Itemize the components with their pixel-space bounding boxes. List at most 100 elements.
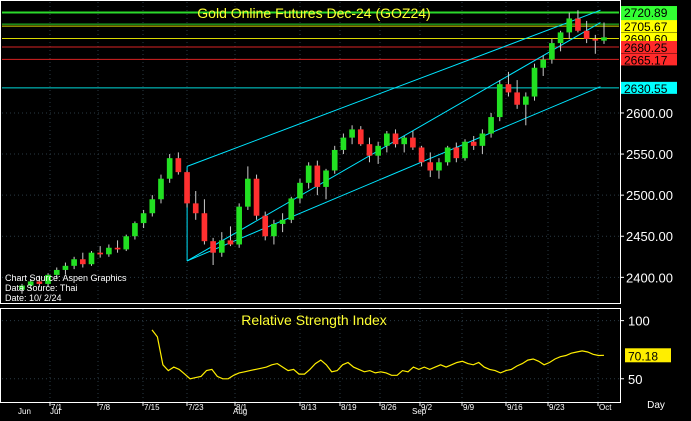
- rsi-line: [151, 329, 605, 380]
- candle-body: [245, 178, 251, 207]
- rsi-chart-title: Relative Strength Index: [241, 312, 387, 328]
- candle-body: [158, 178, 164, 200]
- candle-body: [601, 37, 607, 41]
- x-tick-label: 7/1: [51, 403, 63, 412]
- price-chart-title: Gold Online Futures Dec-24 (GOZ24): [197, 5, 430, 21]
- candle-body: [279, 219, 286, 224]
- candle-body: [106, 247, 112, 255]
- x-tick-label: 9/23: [549, 403, 565, 412]
- candle-body: [331, 149, 338, 171]
- channel-line: [186, 9, 601, 167]
- price-level-badge: [621, 53, 677, 66]
- candle-body: [375, 145, 381, 156]
- x-tick-label: 9/9: [463, 403, 475, 412]
- x-tick-label: 8/13: [301, 403, 317, 412]
- candle-body: [45, 274, 51, 284]
- candle-body: [71, 259, 77, 266]
- x-month-label: Sep: [412, 407, 427, 416]
- candle-body: [227, 240, 234, 245]
- price-grid: [2, 2, 619, 302]
- x-tick-label: 8/19: [341, 403, 357, 412]
- candle-body: [114, 247, 121, 250]
- candle-body: [540, 59, 547, 68]
- x-tick-label: 7/8: [99, 403, 111, 412]
- price-y-tick-label: 2500.00: [626, 188, 673, 203]
- price-y-ticks: 2400.00 2450.00 2500.00 2550.00 2600.00: [620, 106, 673, 285]
- x-tick-label: Oct: [599, 403, 612, 412]
- candle-body: [262, 215, 269, 237]
- source-note: Chart Source: Aspen Graphics Data Source…: [5, 273, 127, 303]
- candle-body: [53, 269, 60, 275]
- candle-body: [384, 133, 390, 146]
- candle-body: [201, 213, 208, 242]
- candle-body: [531, 67, 538, 97]
- candle-body: [566, 18, 573, 33]
- rsi-y-tick-label: 50: [628, 372, 642, 387]
- x-tick-label: 9/2: [421, 403, 433, 412]
- x-tick-label: 8/26: [381, 403, 397, 412]
- candle-body: [288, 198, 295, 220]
- price-levels: [2, 11, 619, 89]
- candle-body: [140, 213, 147, 224]
- candle-body: [514, 92, 520, 105]
- candle-body: [592, 38, 599, 41]
- x-axis-ticks: 7/1 7/8 7/15 7/23 8/1 8/13 8/19 8/26 9/2 9/9 9/16 9…: [18, 402, 612, 416]
- price-y-tick-label: 2400.00: [626, 270, 673, 285]
- candle-body: [496, 84, 503, 118]
- candle-body: [436, 162, 442, 171]
- candle-body: [557, 32, 564, 44]
- price-level-label: 2705.67: [624, 20, 668, 34]
- candle-body: [323, 170, 329, 187]
- source-note-line-2: Data Source: Thai: [5, 283, 77, 293]
- candle-body: [479, 133, 486, 146]
- candle-body: [175, 158, 182, 173]
- price-level-label: 2665.17: [624, 53, 668, 67]
- candle-body: [88, 252, 95, 265]
- x-tick-label: 7/23: [188, 403, 204, 412]
- price-y-tick-label: 2600.00: [626, 106, 673, 121]
- candle-body: [19, 285, 25, 290]
- channel-line: [186, 86, 601, 262]
- candle-body: [305, 165, 312, 183]
- candle-body: [218, 240, 225, 253]
- rsi-value-badge: [625, 348, 671, 363]
- candle-body: [401, 137, 408, 145]
- candle-body: [453, 147, 460, 159]
- candle-body: [549, 43, 555, 60]
- candle-body: [505, 84, 512, 93]
- candle-body: [357, 129, 364, 145]
- candle-body: [470, 141, 477, 146]
- candle-body: [166, 158, 173, 179]
- price-panel-frame: [0, 0, 621, 304]
- candle-body: [271, 223, 277, 237]
- candle-body: [297, 182, 303, 199]
- candle-body: [210, 241, 216, 253]
- candle-body: [149, 199, 156, 214]
- candle-body: [410, 137, 416, 148]
- candle-body: [253, 178, 260, 216]
- price-level-badge: [621, 41, 677, 53]
- candle-body: [392, 133, 399, 145]
- candles: [19, 10, 607, 294]
- rsi-value-label: 70.18: [628, 349, 658, 363]
- candle-body: [236, 206, 242, 245]
- candle-body: [314, 165, 321, 187]
- candle-body: [62, 265, 69, 270]
- candle-body: [575, 18, 581, 31]
- candle-body: [192, 203, 199, 214]
- x-month-label: Jul: [50, 407, 60, 416]
- price-level-badge: [621, 20, 677, 33]
- source-note-line-1: Chart Source: Aspen Graphics: [5, 273, 127, 283]
- rsi-y-ticks: 100 50: [620, 314, 650, 387]
- candle-body: [522, 96, 529, 105]
- x-month-label: Aug: [233, 407, 247, 416]
- candle-body: [427, 162, 434, 171]
- candle-body: [184, 172, 190, 204]
- candle-body: [97, 252, 104, 255]
- price-level-label: 2630.55: [624, 82, 668, 96]
- source-note-line-3: Date: 10/ 2/24: [5, 293, 62, 303]
- candle-body: [340, 137, 347, 150]
- candle-body: [27, 281, 34, 286]
